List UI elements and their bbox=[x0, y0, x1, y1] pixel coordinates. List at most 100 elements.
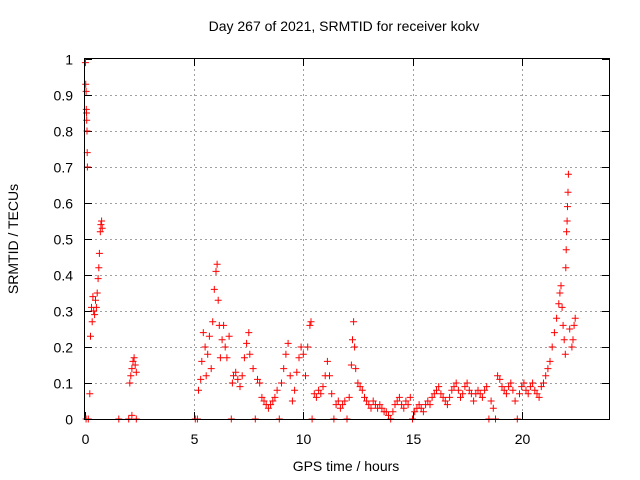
data-point bbox=[267, 401, 275, 409]
data-point bbox=[88, 318, 96, 326]
data-point bbox=[302, 372, 309, 380]
data-point bbox=[559, 321, 567, 329]
data-point bbox=[238, 372, 246, 380]
x-axis-label: GPS time / hours bbox=[293, 458, 400, 474]
y-axis-ticks: 0 0.1 0.2 0.3 0.4 0.5 0.6 0.7 0.8 0.9 1 bbox=[54, 52, 609, 428]
data-point bbox=[210, 285, 218, 293]
data-point bbox=[411, 408, 419, 416]
data-point bbox=[443, 401, 451, 409]
data-point bbox=[82, 80, 90, 88]
x-tick-label: 5 bbox=[191, 431, 199, 447]
x-tick-label: 20 bbox=[515, 431, 531, 447]
data-point bbox=[402, 397, 410, 405]
data-point bbox=[448, 386, 456, 394]
data-point bbox=[280, 365, 288, 373]
data-point bbox=[356, 383, 364, 391]
data-point bbox=[223, 354, 231, 362]
data-point bbox=[558, 303, 566, 311]
data-point bbox=[435, 383, 443, 391]
data-point bbox=[128, 365, 136, 373]
y-tick-label: 0.6 bbox=[54, 196, 74, 212]
data-point bbox=[426, 401, 434, 409]
data-point bbox=[264, 404, 272, 412]
data-point bbox=[297, 343, 305, 351]
data-point bbox=[446, 393, 454, 401]
data-point bbox=[317, 390, 325, 398]
data-point bbox=[494, 372, 502, 380]
data-point bbox=[93, 289, 101, 297]
data-point bbox=[347, 361, 355, 369]
data-point bbox=[358, 386, 366, 394]
data-point bbox=[202, 372, 210, 380]
data-point bbox=[404, 401, 412, 409]
data-point bbox=[540, 379, 547, 387]
data-point bbox=[367, 404, 375, 412]
data-point bbox=[498, 383, 506, 391]
y-tick-label: 0.7 bbox=[54, 160, 74, 176]
data-point bbox=[562, 246, 570, 254]
data-point bbox=[437, 390, 445, 398]
data-point bbox=[507, 379, 515, 387]
x-axis-ticks: 0 5 10 15 20 bbox=[82, 59, 531, 447]
data-point bbox=[550, 329, 558, 337]
data-point bbox=[83, 163, 91, 171]
data-point bbox=[391, 401, 399, 409]
data-point bbox=[326, 372, 333, 380]
data-point bbox=[132, 368, 140, 376]
data-point bbox=[566, 325, 574, 333]
data-point bbox=[92, 296, 99, 304]
data-point bbox=[424, 397, 432, 405]
data-point bbox=[201, 343, 209, 351]
data-point bbox=[349, 336, 356, 344]
data-point bbox=[97, 221, 105, 229]
data-point bbox=[95, 249, 103, 257]
data-point bbox=[417, 404, 425, 412]
data-point bbox=[463, 379, 471, 387]
data-point bbox=[354, 379, 362, 387]
data-point bbox=[243, 339, 251, 347]
data-point bbox=[213, 260, 221, 268]
data-point bbox=[553, 314, 561, 322]
data-point bbox=[520, 379, 528, 387]
data-point bbox=[92, 303, 100, 311]
data-point bbox=[500, 386, 508, 394]
data-point bbox=[474, 386, 482, 394]
data-point bbox=[207, 365, 215, 373]
data-point bbox=[98, 217, 106, 225]
data-point bbox=[339, 401, 347, 409]
data-point bbox=[278, 379, 285, 387]
data-point bbox=[306, 321, 314, 329]
data-point bbox=[563, 217, 571, 225]
data-point bbox=[323, 357, 331, 365]
data-point bbox=[556, 289, 564, 297]
data-point bbox=[398, 401, 406, 409]
data-point bbox=[546, 357, 554, 365]
data-point bbox=[516, 390, 523, 398]
data-point bbox=[450, 383, 458, 391]
data-point bbox=[216, 354, 224, 362]
data-point bbox=[560, 336, 568, 344]
data-point bbox=[502, 390, 510, 398]
data-point bbox=[478, 393, 486, 401]
data-point bbox=[555, 300, 563, 308]
data-point bbox=[256, 379, 264, 387]
data-point bbox=[524, 390, 532, 398]
data-point bbox=[197, 375, 205, 383]
y-tick-label: 0.4 bbox=[54, 268, 74, 284]
data-point bbox=[254, 375, 261, 383]
data-point bbox=[361, 393, 368, 401]
y-tick-label: 0.1 bbox=[54, 376, 74, 392]
data-point bbox=[489, 404, 497, 412]
data-point bbox=[225, 332, 233, 340]
data-point bbox=[389, 408, 397, 416]
y-tick-label: 0.5 bbox=[54, 232, 74, 248]
data-point bbox=[95, 264, 103, 272]
data-point bbox=[561, 350, 569, 358]
data-point bbox=[476, 390, 484, 398]
data-point bbox=[395, 393, 403, 401]
data-point bbox=[209, 318, 217, 326]
data-point bbox=[81, 59, 89, 67]
data-point bbox=[236, 383, 244, 391]
data-point bbox=[258, 393, 266, 401]
data-point bbox=[240, 354, 248, 362]
